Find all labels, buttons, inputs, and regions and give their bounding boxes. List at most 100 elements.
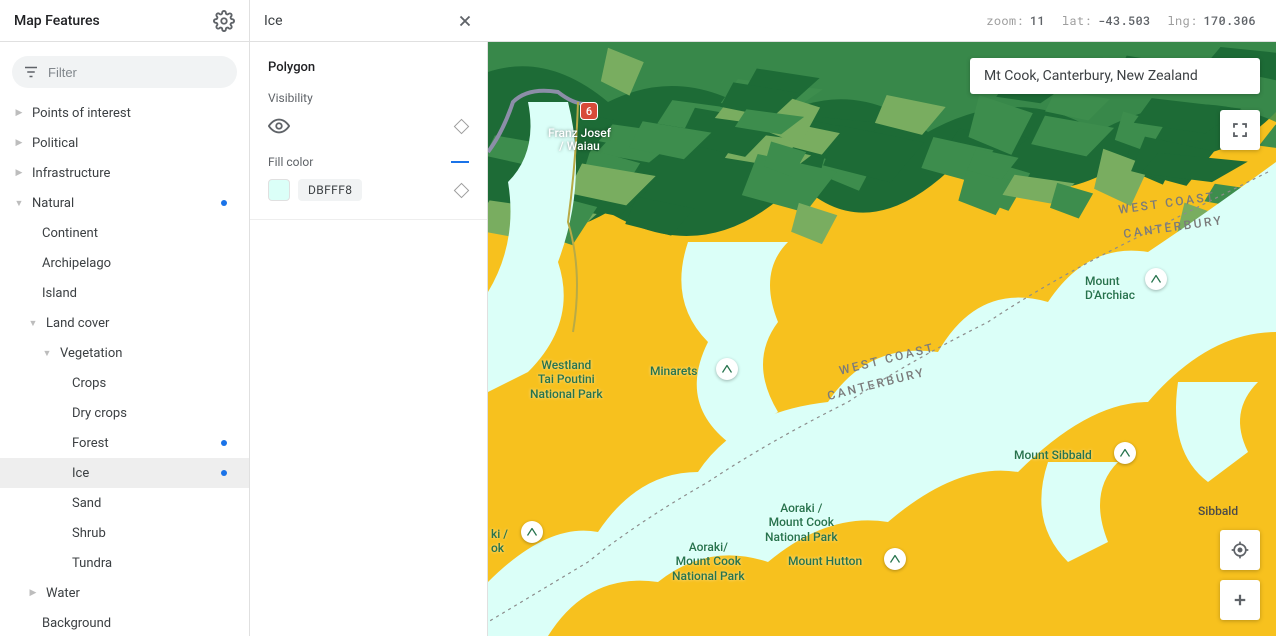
lng-label: lng: — [1167, 13, 1197, 29]
section-title: Polygon — [268, 60, 469, 75]
tree-node-label: Island — [42, 286, 77, 301]
filter-icon — [22, 63, 40, 81]
tree-node-label: Sand — [72, 496, 101, 511]
titlebar: Map Features Ice zoom: 11 lat: -43.503 l… — [0, 0, 1276, 42]
place-label: Sibbald — [1198, 504, 1238, 518]
map-search-value: Mt Cook, Canterbury, New Zealand — [984, 68, 1198, 84]
fill-color-override-icon — [451, 161, 469, 163]
tree-node-label: Archipelago — [42, 256, 111, 271]
feature-tree: ▶ Points of interest ▶ Political ▶ Infrastruc… — [0, 98, 249, 636]
visibility-inheritance-icon[interactable] — [454, 118, 470, 134]
peak-pin-icon[interactable] — [521, 521, 543, 543]
fill-color-row-label: Fill color — [268, 155, 469, 169]
tree-node-label: Dry crops — [72, 406, 127, 421]
locate-button[interactable] — [1220, 530, 1260, 570]
visibility-row — [268, 115, 469, 137]
fill-color-label: Fill color — [268, 155, 313, 169]
tree-node-label: Background — [42, 616, 111, 631]
tree-node-label: Ice — [72, 466, 89, 481]
tree-node[interactable]: ▶ Political — [0, 128, 249, 158]
peak-label: Minarets — [650, 364, 697, 378]
chevron-right-icon: ▶ — [14, 138, 24, 148]
chevron-right-icon: ▶ — [14, 108, 24, 118]
peak-label: ki /ok — [491, 527, 508, 556]
peak-label: MountD'Archiac — [1085, 274, 1135, 303]
tree-node[interactable]: ▶ Infrastructure — [0, 158, 249, 188]
tree-node[interactable]: ▼ Land cover — [0, 308, 249, 338]
zoom-value: 11 — [1030, 13, 1045, 29]
chevron-right-icon: ▶ — [14, 168, 24, 178]
tree-node[interactable]: ▼ Vegetation — [0, 338, 249, 368]
city-label: Franz Josef/ Waiau — [548, 127, 611, 153]
tree-node-label: Continent — [42, 226, 98, 241]
fill-color-swatch[interactable] — [268, 179, 290, 201]
visibility-row-label: Visibility — [268, 91, 469, 105]
tree-node[interactable]: Sand — [0, 488, 249, 518]
lng-value: 170.306 — [1203, 13, 1256, 29]
crosshair-icon — [1230, 540, 1250, 560]
peak-pin-icon[interactable] — [716, 358, 738, 380]
fullscreen-icon — [1231, 121, 1249, 139]
modified-dot-icon — [221, 470, 227, 476]
visibility-icon[interactable] — [268, 115, 290, 137]
sidebar: ▶ Points of interest ▶ Political ▶ Infrastruc… — [0, 42, 250, 636]
peak-pin-icon[interactable] — [884, 548, 906, 570]
tree-node[interactable]: Crops — [0, 368, 249, 398]
tree-node[interactable]: Island — [0, 278, 249, 308]
tree-node-label: Land cover — [46, 316, 109, 331]
park-label: Aoraki/Mount CookNational Park — [672, 540, 745, 583]
tree-node[interactable]: ▶ Points of interest — [0, 98, 249, 128]
tree-node-label: Forest — [72, 436, 109, 451]
sidebar-header: Map Features — [0, 0, 250, 41]
tree-node-label: Points of interest — [32, 106, 131, 121]
chevron-down-icon: ▼ — [28, 318, 38, 329]
tree-node[interactable]: ▶ Water — [0, 578, 249, 608]
tree-node[interactable]: ▼Natural — [0, 188, 249, 218]
fullscreen-button[interactable] — [1220, 110, 1260, 150]
park-label: WestlandTai PoutiniNational Park — [530, 358, 603, 401]
chevron-down-icon: ▼ — [42, 348, 52, 359]
peak-pin-icon[interactable] — [1145, 268, 1167, 290]
map-controls — [1220, 530, 1260, 620]
peak-label: Mount Sibbald — [1014, 448, 1092, 462]
gear-icon[interactable] — [213, 10, 235, 32]
park-label: Aoraki /Mount CookNational Park — [765, 501, 838, 544]
tree-node-label: Shrub — [72, 526, 106, 541]
modified-dot-icon — [221, 440, 227, 446]
tree-node[interactable]: Tundra — [0, 548, 249, 578]
tree-node-label: Political — [32, 136, 78, 151]
map-canvas[interactable]: Mt Cook, Canterbury, New Zealand 6 Franz … — [488, 42, 1276, 636]
tree-node[interactable]: Forest — [0, 428, 249, 458]
tree-node-label: Crops — [72, 376, 106, 391]
chevron-right-icon: ▶ — [28, 588, 38, 598]
zoom-in-button[interactable] — [1220, 580, 1260, 620]
tree-node[interactable]: Dry crops — [0, 398, 249, 428]
filter-box[interactable] — [12, 56, 237, 88]
filter-input[interactable] — [48, 65, 227, 80]
close-icon[interactable] — [456, 12, 474, 30]
peak-label: Mount Hutton — [788, 554, 862, 568]
tree-node-label: Natural — [32, 196, 74, 211]
tree-node-label: Vegetation — [60, 346, 122, 361]
route-badge: 6 — [580, 102, 598, 120]
polygon-section: Polygon Visibility Fill color DBFFF8 — [250, 42, 487, 220]
sidebar-title: Map Features — [14, 13, 100, 29]
plus-icon — [1231, 591, 1249, 609]
coord-readout: zoom: 11 lat: -43.503 lng: 170.306 — [488, 0, 1276, 41]
tree-node-label: Water — [46, 586, 80, 601]
detail-title: Ice — [264, 13, 283, 29]
peak-pin-icon[interactable] — [1114, 442, 1136, 464]
tree-node[interactable]: Ice — [0, 458, 249, 488]
tree-node-label: Infrastructure — [32, 166, 110, 181]
fill-color-row: DBFFF8 — [268, 179, 469, 201]
map-search-box[interactable]: Mt Cook, Canterbury, New Zealand — [970, 58, 1260, 94]
fill-color-hex[interactable]: DBFFF8 — [298, 179, 362, 201]
lat-value: -43.503 — [1098, 13, 1151, 29]
tree-node[interactable]: Continent — [0, 218, 249, 248]
detail-panel: Polygon Visibility Fill color DBFFF8 — [250, 42, 488, 636]
fill-color-inheritance-icon[interactable] — [454, 182, 470, 198]
tree-node[interactable]: Shrub — [0, 518, 249, 548]
tree-node[interactable]: Background — [0, 608, 249, 636]
tree-node[interactable]: Archipelago — [0, 248, 249, 278]
lat-label: lat: — [1062, 13, 1092, 29]
